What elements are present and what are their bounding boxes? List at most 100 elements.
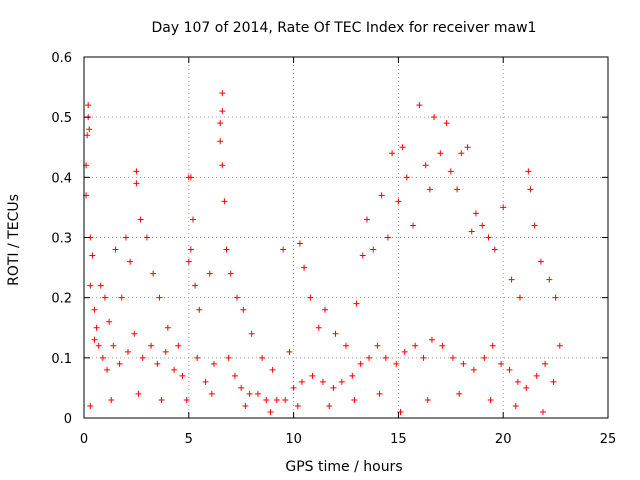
- data-point: [410, 222, 417, 229]
- data-point: [322, 306, 329, 313]
- data-point: [263, 396, 270, 403]
- data-point: [189, 216, 196, 223]
- data-point: [106, 318, 113, 325]
- data-point: [227, 270, 234, 277]
- plot-frame: [83, 56, 609, 419]
- data-point: [104, 366, 111, 373]
- data-point: [125, 348, 132, 355]
- data-point: [210, 360, 217, 367]
- data-point: [158, 396, 165, 403]
- data-point: [267, 408, 274, 415]
- data-point: [86, 126, 93, 133]
- data-point: [330, 384, 337, 391]
- data-point: [154, 360, 161, 367]
- data-point: [217, 138, 224, 145]
- data-point: [424, 396, 431, 403]
- data-point: [231, 372, 238, 379]
- data-point: [307, 294, 314, 301]
- data-point: [426, 186, 433, 193]
- data-point: [472, 210, 479, 217]
- data-point: [428, 336, 435, 343]
- data-point: [431, 114, 438, 121]
- data-point: [470, 366, 477, 373]
- data-point: [202, 378, 209, 385]
- data-point: [217, 120, 224, 127]
- data-point: [500, 204, 507, 211]
- data-point: [481, 354, 488, 361]
- data-point: [487, 396, 494, 403]
- data-point: [143, 234, 150, 241]
- data-point: [319, 378, 326, 385]
- data-point: [150, 270, 157, 277]
- data-point: [118, 294, 125, 301]
- data-point: [363, 216, 370, 223]
- y-axis-title: ROTI / TECUs: [6, 194, 22, 286]
- data-point: [370, 246, 377, 253]
- data-point: [546, 276, 553, 283]
- data-point: [439, 342, 446, 349]
- y-tick-label: 0.1: [51, 352, 72, 367]
- data-point: [420, 354, 427, 361]
- data-point: [422, 162, 429, 169]
- data-point: [326, 402, 333, 409]
- data-point: [533, 372, 540, 379]
- data-point: [351, 396, 358, 403]
- data-point: [531, 222, 538, 229]
- data-point: [269, 366, 276, 373]
- data-point: [286, 348, 293, 355]
- data-point: [110, 342, 117, 349]
- data-point: [112, 246, 119, 253]
- data-point: [393, 360, 400, 367]
- data-point: [206, 270, 213, 277]
- data-point: [221, 198, 228, 205]
- y-tick-label: 0.6: [51, 51, 72, 66]
- data-point: [219, 162, 226, 169]
- data-points: [83, 90, 563, 415]
- data-point: [175, 342, 182, 349]
- data-point: [376, 390, 383, 397]
- data-point: [437, 150, 444, 157]
- data-point: [525, 168, 532, 175]
- data-point: [280, 246, 287, 253]
- data-point: [512, 402, 519, 409]
- data-point: [187, 174, 194, 181]
- data-point: [87, 282, 94, 289]
- data-point: [298, 378, 305, 385]
- data-point: [208, 390, 215, 397]
- data-point: [468, 228, 475, 235]
- data-point: [301, 264, 308, 271]
- data-point: [282, 396, 289, 403]
- data-point: [343, 342, 349, 349]
- data-point: [458, 150, 465, 157]
- data-point: [101, 294, 108, 301]
- data-point: [374, 342, 381, 349]
- data-point: [401, 348, 408, 355]
- data-point: [485, 234, 492, 241]
- data-point: [240, 306, 247, 313]
- data-point: [196, 306, 203, 313]
- data-point: [514, 378, 521, 385]
- data-point: [194, 354, 201, 361]
- data-point: [259, 354, 266, 361]
- data-point: [273, 396, 280, 403]
- data-point: [382, 354, 389, 361]
- data-point: [523, 384, 530, 391]
- data-point: [389, 150, 396, 157]
- data-point: [489, 342, 496, 349]
- data-point: [359, 252, 366, 259]
- data-point: [366, 354, 373, 361]
- data-point: [540, 408, 547, 415]
- data-point: [378, 192, 385, 199]
- data-point: [506, 366, 513, 373]
- chart-title: Day 107 of 2014, Rate Of TEC Index for r…: [152, 20, 537, 36]
- data-point: [234, 294, 241, 301]
- data-point: [87, 402, 94, 409]
- data-point: [449, 354, 456, 361]
- y-tick-labels: 0 0.1 0.2 0.3 0.4 0.5 0.6: [51, 51, 72, 427]
- x-tick-label: 20: [495, 432, 512, 447]
- data-point: [127, 258, 134, 265]
- data-point: [238, 384, 245, 391]
- data-point: [556, 342, 563, 349]
- data-point: [464, 144, 471, 151]
